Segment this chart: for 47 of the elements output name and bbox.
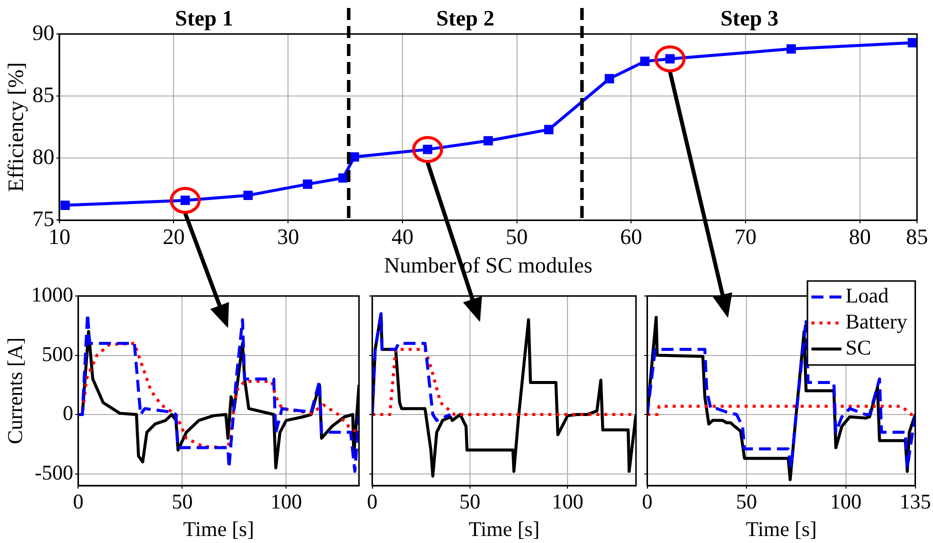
y-tick-label: -500 xyxy=(34,460,74,484)
y-tick-label: 75 xyxy=(32,206,54,231)
y-tick-label: 90 xyxy=(32,20,54,45)
x-tick-label: 50 xyxy=(172,490,193,514)
legend-label: Battery xyxy=(845,310,908,334)
x-tick-label: 30 xyxy=(277,224,300,250)
text: Step 3 xyxy=(720,6,779,31)
point xyxy=(786,44,796,54)
point xyxy=(484,136,493,146)
y-tick-label: 80 xyxy=(32,144,54,169)
point xyxy=(302,180,312,189)
x-tick-label: 0 xyxy=(367,490,378,514)
x-tick-label: 85 xyxy=(906,224,928,250)
point xyxy=(338,173,348,183)
point xyxy=(640,56,650,66)
x-tick-label: 0 xyxy=(642,490,652,514)
y-tick-label: 85 xyxy=(32,82,54,107)
x-tick-label: 60 xyxy=(620,224,642,250)
x-axis-title: Time [s] xyxy=(183,516,254,541)
point xyxy=(604,74,614,84)
text: Step 2 xyxy=(436,6,494,31)
x-tick-label: 50 xyxy=(459,490,480,514)
x-tick-label: 50 xyxy=(506,224,528,250)
point xyxy=(60,200,70,210)
y-axis-title: Currents [A] xyxy=(3,337,28,444)
x-tick-label: 20 xyxy=(162,224,185,250)
x-tick-label: 70 xyxy=(734,224,756,250)
y-axis-title: Efficiency [%] xyxy=(2,62,28,192)
x-axis-title: Time [s] xyxy=(746,516,817,541)
point xyxy=(350,152,360,162)
x-tick-label: 100 xyxy=(552,490,584,514)
y-tick-label: 500 xyxy=(42,342,74,366)
text: Step 1 xyxy=(175,6,234,31)
x-tick-label: 80 xyxy=(848,224,871,250)
legend-label: SC xyxy=(845,336,872,360)
x-tick-label: 135 xyxy=(900,490,931,514)
x-tick-label: 50 xyxy=(736,490,758,514)
x-tick-label: 100 xyxy=(270,490,302,514)
point xyxy=(243,190,253,200)
x-axis-title: Time [s] xyxy=(468,516,540,541)
x-tick-label: 100 xyxy=(830,490,862,514)
point xyxy=(908,38,917,48)
point xyxy=(544,124,554,134)
y-tick-label: 0 xyxy=(62,401,74,426)
legend-label: Load xyxy=(845,284,890,308)
y-tick-label: 1000 xyxy=(31,282,74,307)
x-tick-label: 40 xyxy=(391,224,414,250)
